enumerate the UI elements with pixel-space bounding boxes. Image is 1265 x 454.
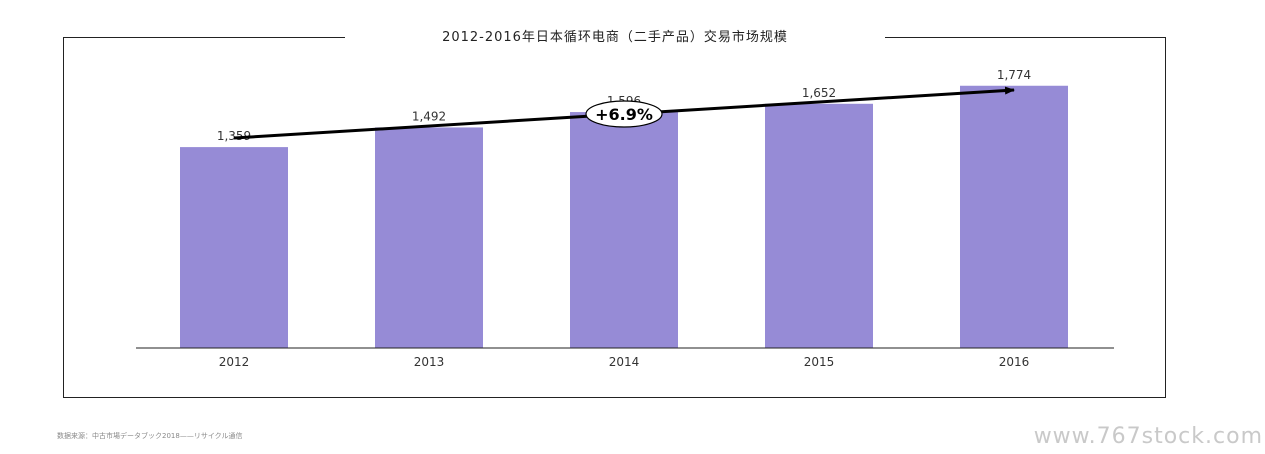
bar-2013 [375,127,483,348]
value-label-2013: 1,492 [412,109,446,123]
x-tick-2012: 2012 [219,355,250,369]
source-note: 数据来源：中古市場データブック2018——リサイクル通信 [57,432,243,440]
x-tick-2016: 2016 [999,355,1030,369]
value-label-2012: 1,359 [217,129,251,143]
bar-2015 [765,103,873,348]
x-tick-2015: 2015 [804,355,835,369]
x-tick-2013: 2013 [414,355,445,369]
value-label-2016: 1,774 [997,68,1031,82]
watermark: www.767stock.com [1033,424,1263,449]
chart-title: 2012-2016年日本循环电商（二手产品）交易市场规模 [345,26,885,50]
value-label-2015: 1,652 [802,86,836,100]
x-tick-layer: 2012 2013 2014 2015 2016 [219,355,1030,369]
bar-2012 [180,147,288,348]
growth-label: +6.9% [595,105,653,124]
bar-2014 [570,112,678,348]
bar-2016 [960,85,1068,348]
growth-label-oval [585,100,663,128]
x-tick-2014: 2014 [609,355,640,369]
